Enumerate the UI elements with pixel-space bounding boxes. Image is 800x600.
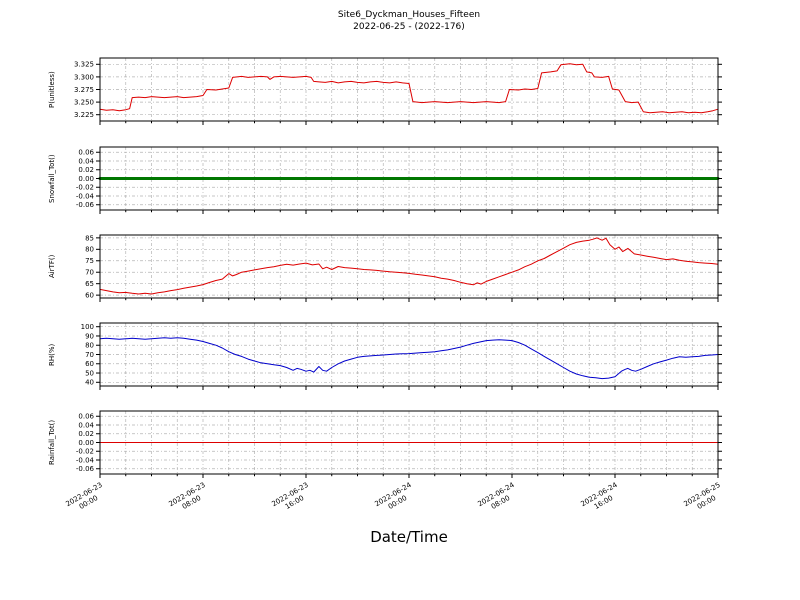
svg-text:-0.02: -0.02	[76, 184, 94, 192]
svg-text:3.325: 3.325	[74, 61, 94, 69]
svg-text:0.02: 0.02	[78, 430, 94, 438]
svg-text:3.250: 3.250	[74, 99, 94, 107]
svg-text:60: 60	[85, 292, 94, 300]
svg-text:3.275: 3.275	[74, 86, 94, 94]
svg-text:100: 100	[81, 323, 94, 331]
svg-text:80: 80	[85, 246, 94, 254]
svg-text:-0.04: -0.04	[76, 456, 95, 464]
svg-text:0.04: 0.04	[78, 157, 94, 165]
chart-title: Site6_Dyckman_Houses_Fifteen	[337, 10, 481, 20]
x-axis-title: Date/Time	[370, 528, 448, 546]
chart-subtitle: 2022-06-25 - (2022-176)	[353, 22, 465, 32]
panel-airtf: 60 65 70 75 80 85	[85, 234, 722, 302]
svg-text:0.06: 0.06	[78, 413, 94, 421]
svg-text:85: 85	[85, 234, 94, 242]
svg-text:0.00: 0.00	[78, 439, 94, 447]
svg-text:0.04: 0.04	[78, 421, 94, 429]
svg-text:0.02: 0.02	[78, 166, 94, 174]
panel-snowfall-tot: -0.06-0.04-0.020.000.020.040.06	[76, 146, 722, 214]
svg-text:65: 65	[85, 280, 94, 288]
svg-text:-0.02: -0.02	[76, 448, 94, 456]
svg-text:70: 70	[85, 269, 94, 277]
svg-text:60: 60	[85, 360, 94, 368]
svg-text:3.225: 3.225	[74, 111, 94, 119]
svg-text:50: 50	[85, 369, 94, 377]
svg-text:-0.04: -0.04	[76, 192, 95, 200]
svg-text:70: 70	[85, 351, 94, 359]
svg-text:90: 90	[85, 332, 94, 340]
svg-text:0.06: 0.06	[78, 149, 94, 157]
svg-text:0.00: 0.00	[78, 175, 94, 183]
svg-text:-0.06: -0.06	[76, 465, 95, 473]
panel-rainfall-tot: -0.06-0.04-0.020.000.020.040.06	[76, 410, 722, 478]
panel-p-unitless: 3.225 3.250 3.275 3.300 3.325	[74, 57, 722, 125]
svg-text:40: 40	[85, 379, 94, 387]
svg-text:80: 80	[85, 342, 94, 350]
svg-text:3.300: 3.300	[74, 73, 94, 81]
svg-text:75: 75	[85, 257, 94, 265]
svg-text:-0.06: -0.06	[76, 201, 95, 209]
